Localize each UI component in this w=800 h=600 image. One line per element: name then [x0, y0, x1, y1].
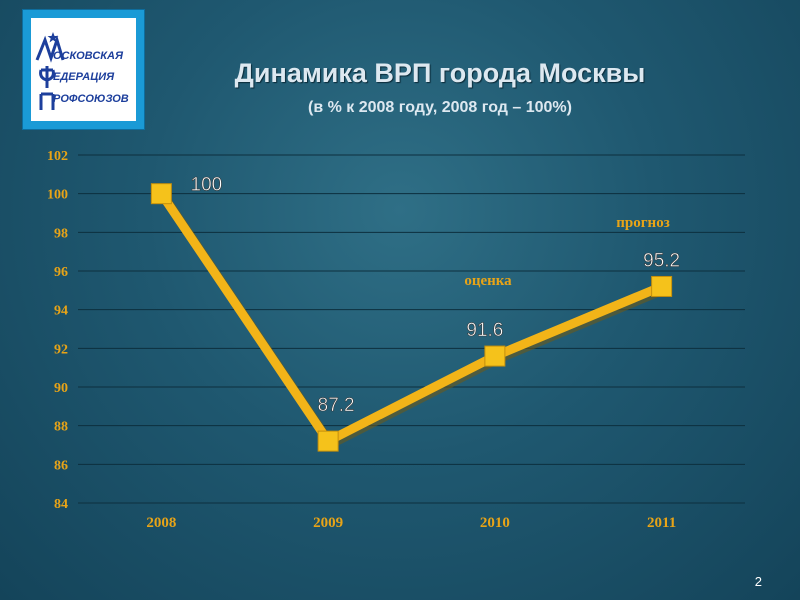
data-point-2011: [651, 275, 673, 297]
y-tick-label-88: 88: [54, 420, 68, 435]
data-point-2009: [317, 430, 339, 452]
data-label-2008: 100: [191, 175, 223, 196]
y-tick-label-94: 94: [54, 304, 68, 319]
data-label-2009: 87.2: [318, 395, 355, 416]
logo-line-3: РОФСОЮЗОВ: [53, 93, 129, 105]
series-line: [157, 191, 667, 449]
y-tick-label-86: 86: [54, 458, 68, 473]
logo-line-2: ЕДЕРАЦИЯ: [53, 71, 115, 83]
series-line: [157, 191, 664, 446]
x-tick-label-2011: 2011: [647, 515, 676, 531]
data-label-2011: 95.2: [643, 250, 680, 271]
y-tick-label-96: 96: [54, 265, 68, 280]
x-tick-label-2008: 2008: [146, 515, 176, 531]
annotation-2010: оценка: [464, 273, 512, 289]
y-tick-label-90: 90: [54, 381, 68, 396]
data-labels: 100 87.2 91.6 95.2: [190, 174, 680, 416]
grid-lines: [78, 154, 745, 504]
y-tick-label-100: 100: [47, 188, 68, 203]
logo-line-1: ОСКОВСКАЯ: [53, 50, 124, 62]
federation-logo: ОСКОВСКАЯ ЕДЕРАЦИЯ РОФСОЮЗОВ: [22, 9, 145, 130]
y-tick-label-102: 102: [47, 149, 68, 164]
y-tick-label-98: 98: [54, 226, 68, 241]
y-tick-label-84: 84: [54, 497, 68, 512]
slide-subtitle: (в % к 2008 году, 2008 год – 100%): [308, 99, 572, 116]
series-markers: [150, 183, 673, 452]
x-tick-label-2009: 2009: [313, 515, 343, 531]
annotations: оценка прогноз: [464, 215, 669, 289]
y-axis-ticks: 84 86 88 90 92 94 96 98 100 102: [47, 149, 68, 512]
page-number: 2: [754, 574, 762, 589]
slide-title: Динамика ВРП города Москвы: [234, 58, 646, 88]
y-tick-label-92: 92: [54, 342, 68, 357]
logo-panel: ОСКОВСКАЯ ЕДЕРАЦИЯ РОФСОЮЗОВ: [31, 18, 136, 121]
x-axis-ticks: 2008 2009 2010 2011: [146, 515, 676, 531]
data-label-2010: 91.6: [466, 320, 503, 341]
data-point-2008: [150, 183, 172, 205]
logo-emblem-icon: [35, 32, 65, 110]
annotation-2011: прогноз: [616, 215, 669, 231]
x-tick-label-2010: 2010: [480, 515, 510, 531]
data-point-2010: [484, 345, 506, 367]
